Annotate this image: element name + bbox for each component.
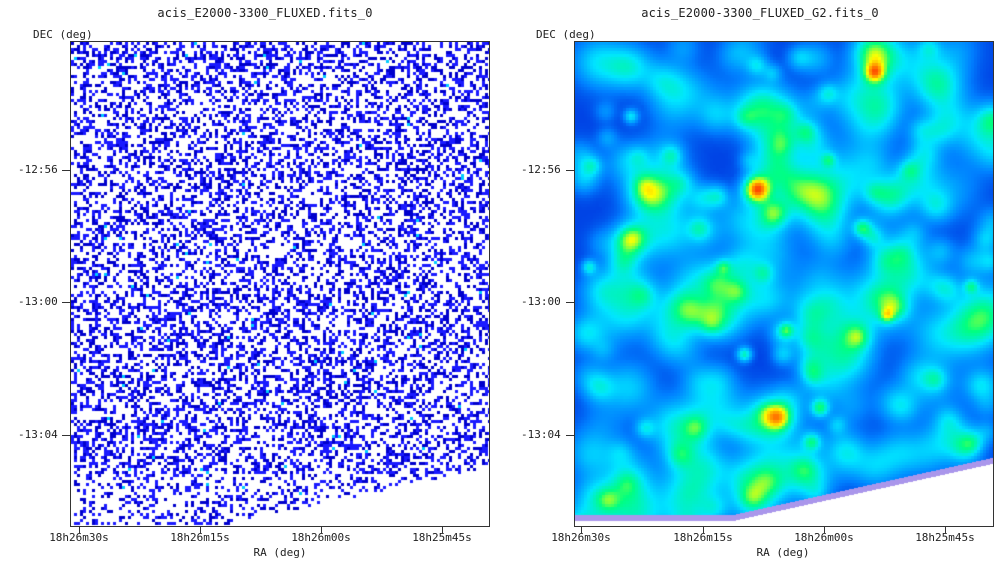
x-tick-mark bbox=[703, 527, 704, 533]
image-panel-right: acis_E2000-3300_FLUXED_G2.fits_0 DEC (de… bbox=[500, 0, 1000, 567]
x-tick-mark bbox=[321, 527, 322, 533]
y-tick-mark bbox=[566, 302, 574, 303]
image-panel-left: acis_E2000-3300_FLUXED.fits_0 DEC (deg) … bbox=[18, 6, 490, 559]
y-tick-mark bbox=[62, 302, 70, 303]
y-tick-label: -13:00 bbox=[521, 295, 561, 308]
x-tick-mark bbox=[581, 527, 582, 533]
x-tick-mark bbox=[200, 527, 201, 533]
x-tick-mark bbox=[824, 527, 825, 533]
y-tick-label: -12:56 bbox=[521, 163, 561, 176]
x-tick-label: 18h26m00s bbox=[794, 531, 854, 544]
y-tick-mark bbox=[566, 435, 574, 436]
x-tick-mark bbox=[945, 527, 946, 533]
y-tick-label: -13:04 bbox=[521, 428, 561, 441]
image-frame[interactable] bbox=[574, 41, 994, 527]
sparse-flux-image bbox=[71, 42, 489, 526]
x-tick-mark bbox=[79, 527, 80, 533]
x-tick-label: 18h26m00s bbox=[291, 531, 351, 544]
x-tick-mark bbox=[442, 527, 443, 533]
y-tick-label: -12:56 bbox=[18, 163, 58, 176]
x-axis-label: RA (deg) bbox=[756, 546, 810, 559]
smoothed-flux-image bbox=[575, 42, 993, 526]
y-tick-label: -13:00 bbox=[18, 295, 58, 308]
x-axis-label: RA (deg) bbox=[253, 546, 307, 559]
x-tick-label: 18h26m30s bbox=[551, 531, 611, 544]
y-tick-mark bbox=[62, 170, 70, 171]
y-axis-label: DEC (deg) bbox=[536, 28, 596, 41]
panel-title: acis_E2000-3300_FLUXED_G2.fits_0 bbox=[641, 6, 879, 20]
x-tick-label: 18h26m15s bbox=[673, 531, 733, 544]
panel-title: acis_E2000-3300_FLUXED.fits_0 bbox=[157, 6, 373, 20]
x-tick-label: 18h26m15s bbox=[170, 531, 230, 544]
x-tick-label: 18h25m45s bbox=[915, 531, 975, 544]
image-frame[interactable] bbox=[70, 41, 490, 527]
y-tick-mark bbox=[62, 435, 70, 436]
y-tick-label: -13:04 bbox=[18, 428, 58, 441]
x-tick-label: 18h25m45s bbox=[412, 531, 472, 544]
y-axis-label: DEC (deg) bbox=[33, 28, 93, 41]
x-tick-label: 18h26m30s bbox=[49, 531, 109, 544]
y-tick-mark bbox=[566, 170, 574, 171]
